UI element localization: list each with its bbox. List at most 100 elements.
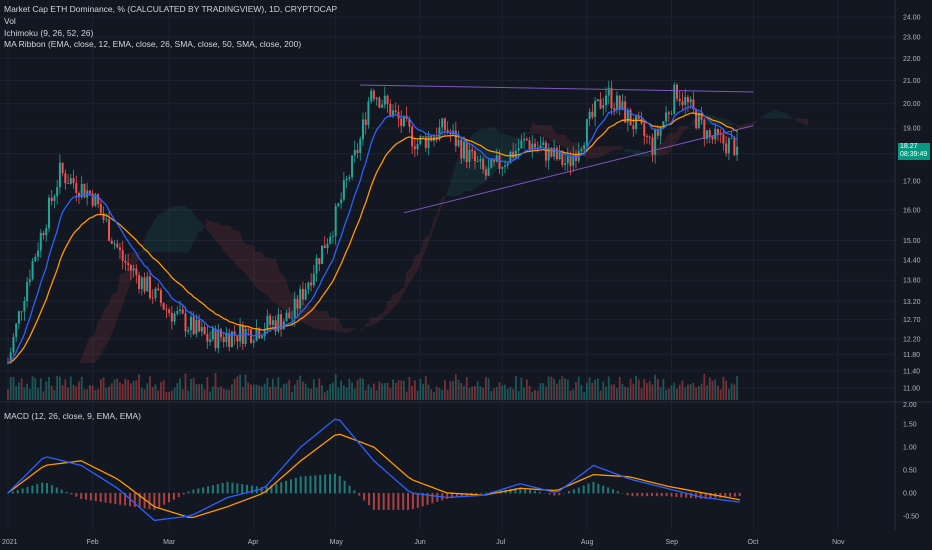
candle-body[interactable] (386, 95, 389, 104)
candle-body[interactable] (132, 268, 135, 271)
candle-body[interactable] (53, 196, 56, 201)
candle-body[interactable] (487, 167, 490, 176)
candle-body[interactable] (722, 134, 725, 144)
candle-body[interactable] (64, 173, 67, 184)
candle-body[interactable] (307, 282, 310, 290)
candle-body[interactable] (263, 330, 266, 337)
candle-body[interactable] (662, 121, 665, 128)
candle-body[interactable] (730, 138, 733, 139)
candle-body[interactable] (542, 142, 545, 146)
candle-body[interactable] (736, 146, 739, 156)
candle-body[interactable] (637, 116, 640, 119)
candle-body[interactable] (203, 327, 206, 335)
upper-trendline[interactable] (360, 84, 754, 93)
candle-body[interactable] (566, 156, 569, 164)
candle-body[interactable] (280, 314, 283, 330)
candle-body[interactable] (348, 177, 351, 179)
candle-body[interactable] (700, 113, 703, 120)
candle-body[interactable] (56, 187, 59, 197)
candle-body[interactable] (531, 143, 534, 149)
candle-body[interactable] (108, 219, 111, 241)
candle-body[interactable] (651, 137, 654, 155)
candle-body[interactable] (345, 178, 348, 181)
candle-body[interactable] (588, 111, 591, 120)
candle-body[interactable] (711, 136, 714, 140)
candle-body[interactable] (342, 180, 345, 200)
candle-body[interactable] (509, 151, 512, 164)
candle-body[interactable] (97, 194, 100, 205)
candle-body[interactable] (596, 99, 599, 102)
candle-body[interactable] (157, 288, 160, 291)
candle-body[interactable] (367, 101, 370, 126)
candle-body[interactable] (323, 245, 326, 249)
candle-body[interactable] (329, 236, 332, 244)
candle-body[interactable] (424, 136, 427, 148)
candle-body[interactable] (140, 277, 143, 289)
candle-body[interactable] (31, 261, 34, 280)
candle-body[interactable] (209, 339, 212, 342)
candle-body[interactable] (673, 84, 676, 114)
candle-body[interactable] (326, 243, 329, 249)
candle-body[interactable] (501, 166, 504, 169)
candle-body[interactable] (413, 146, 416, 150)
candle-body[interactable] (512, 151, 515, 158)
candle-body[interactable] (173, 313, 176, 322)
candle-body[interactable] (45, 228, 48, 236)
candle-body[interactable] (315, 258, 318, 274)
candle-body[interactable] (558, 150, 561, 160)
candle-body[interactable] (430, 135, 433, 141)
candle-body[interactable] (411, 126, 414, 147)
candle-body[interactable] (580, 148, 583, 152)
candle-body[interactable] (219, 329, 222, 338)
candle-body[interactable] (277, 314, 280, 332)
candle-body[interactable] (725, 143, 728, 154)
candle-body[interactable] (400, 118, 403, 127)
candle-body[interactable] (241, 324, 244, 345)
candle-body[interactable] (506, 163, 509, 166)
candle-body[interactable] (643, 123, 646, 137)
candle-body[interactable] (618, 95, 621, 110)
candle-body[interactable] (665, 112, 668, 122)
candle-body[interactable] (706, 130, 709, 139)
candle-body[interactable] (716, 128, 719, 134)
candle-body[interactable] (572, 155, 575, 166)
candle-body[interactable] (599, 99, 602, 109)
candle-body[interactable] (17, 311, 20, 324)
candle-body[interactable] (9, 352, 12, 363)
candle-body[interactable] (370, 90, 373, 102)
candle-body[interactable] (605, 95, 608, 106)
candle-body[interactable] (454, 130, 457, 147)
candle-body[interactable] (463, 141, 466, 159)
candle-body[interactable] (138, 275, 141, 289)
candle-body[interactable] (645, 136, 648, 137)
candle-body[interactable] (72, 178, 75, 184)
candle-body[interactable] (435, 136, 438, 140)
candle-body[interactable] (146, 276, 149, 292)
candle-body[interactable] (468, 150, 471, 162)
candle-body[interactable] (364, 119, 367, 126)
candle-body[interactable] (438, 127, 441, 140)
candle-body[interactable] (383, 95, 386, 105)
candle-body[interactable] (402, 115, 405, 127)
candle-body[interactable] (217, 329, 220, 349)
candle-body[interactable] (290, 317, 293, 319)
candle-body[interactable] (116, 243, 119, 248)
candle-body[interactable] (375, 97, 378, 100)
candle-body[interactable] (110, 240, 113, 244)
candle-body[interactable] (222, 337, 225, 343)
candle-body[interactable] (200, 327, 203, 332)
candle-body[interactable] (441, 118, 444, 128)
candle-body[interactable] (61, 162, 64, 174)
candle-body[interactable] (465, 141, 468, 162)
candle-body[interactable] (550, 147, 553, 157)
candle-body[interactable] (353, 149, 356, 156)
candle-body[interactable] (591, 111, 594, 117)
candle-body[interactable] (476, 161, 479, 162)
candle-body[interactable] (288, 312, 291, 319)
candle-body[interactable] (473, 151, 476, 162)
candle-body[interactable] (47, 197, 50, 229)
candle-body[interactable] (239, 324, 242, 342)
candle-body[interactable] (621, 101, 624, 110)
candle-body[interactable] (594, 101, 597, 117)
candle-body[interactable] (378, 97, 381, 108)
